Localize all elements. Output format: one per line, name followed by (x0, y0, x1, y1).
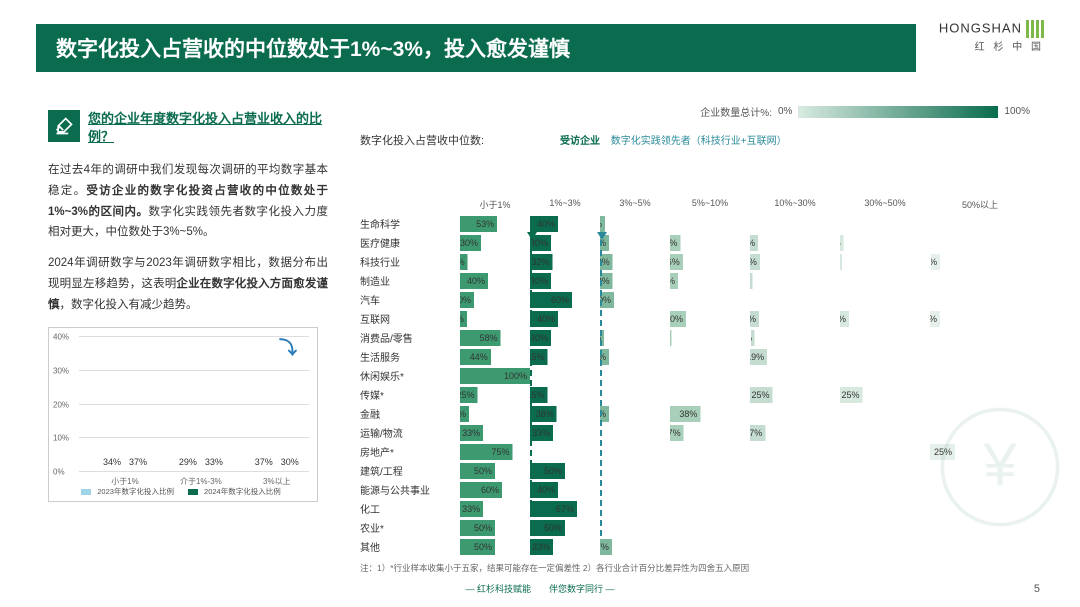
chart-legend: 受访企业 数字化实践领先者（科技行业+互联网） (560, 132, 787, 147)
title-bar: 数字化投入占营收的中位数处于1%~3%，投入愈发谨慎 (36, 24, 916, 72)
legend-leaders: 数字化实践领先者（科技行业+互联网） (611, 136, 787, 147)
scale-max: 100% (1004, 106, 1030, 117)
table-row: 消费品/零售58%30%6%2%4% (360, 328, 1040, 347)
table-row: 建筑/工程50%50% (360, 461, 1040, 480)
table-row: 生命科学53%40%7% (360, 214, 1040, 233)
logo-cn: 红 杉 中 国 (939, 38, 1044, 53)
scale-min: 0% (778, 106, 792, 117)
legend-2024: 2024年数字化投入比例 (204, 486, 281, 497)
svg-text:¥: ¥ (982, 431, 1017, 498)
right-panel: 企业数量总计%: 0% 100% 数字化投入占营收中位数: 受访企业 数字化实践… (360, 104, 1040, 574)
paragraph-1: 在过去4年的调研中我们发现每次调研的平均数字基本稳定。受访企业的数字化投资占营收… (48, 160, 328, 243)
scale-bar: 企业数量总计%: 0% 100% (700, 104, 1030, 119)
scale-gradient (798, 106, 998, 118)
scale-label: 企业数量总计%: (700, 104, 772, 119)
table-row: 化工33%67% (360, 499, 1040, 518)
question-icon (48, 110, 80, 142)
table-row: 互联网10%40%20%10%10%10% (360, 309, 1040, 328)
mini-bar-chart: 0%10%20%30%40%34%37%小于1%29%33%介于1%-3%37%… (48, 327, 318, 502)
table-row: 生活服务44%25%13%19% (360, 347, 1040, 366)
table-row: 汽车20%60%20% (360, 290, 1040, 309)
table-row: 金融13%38%13%38% (360, 404, 1040, 423)
logo: HONGSHAN 红 杉 中 国 (939, 20, 1044, 53)
stacked-bar-table: 小于1%1%~3%3%~5%5%~10%10%~30%30%~50%50%以上生… (360, 198, 1040, 574)
footer-tag: — 红杉科技赋能 伴您数字同行 — (465, 582, 614, 595)
logo-en: HONGSHAN (939, 20, 1022, 35)
mini-legend: 2023年数字化投入比例 2024年数字化投入比例 (49, 486, 317, 497)
table-row: 其他50%33%17% (360, 537, 1040, 556)
table-row: 医疗健康30%30%13%13%9%4% (360, 233, 1040, 252)
question-text: 您的企业年度数字化投入占营业收入的比例？ (88, 110, 328, 146)
watermark-icon: ¥ (940, 407, 1060, 527)
logo-icon (1026, 20, 1044, 38)
table-row: 传媒*25%25%25%25% (360, 385, 1040, 404)
table-row: 制造业40%30%18%10%3% (360, 271, 1040, 290)
table-row: 运输/物流33%33%17%17% (360, 423, 1040, 442)
table-row: 房地产*75%25% (360, 442, 1040, 461)
legend-surveyed: 受访企业 (560, 136, 600, 147)
table-row: 休闲娱乐*100% (360, 366, 1040, 385)
table-row: 能源与公共事业60%40% (360, 480, 1040, 499)
page-title: 数字化投入占营收的中位数处于1%~3%，投入愈发谨慎 (56, 33, 570, 63)
table-row: 农业*50%50% (360, 518, 1040, 537)
paragraph-2: 2024年调研数字与2023年调研数字相比，数据分布出现明显左移趋势，这表明企业… (48, 253, 328, 315)
question-header: 您的企业年度数字化投入占营业收入的比例？ (48, 110, 328, 146)
page-number: 5 (1034, 583, 1040, 595)
left-panel: 您的企业年度数字化投入占营业收入的比例？ 在过去4年的调研中我们发现每次调研的平… (48, 110, 328, 502)
table-row: 科技行业11%32%18%16%11%2%9% (360, 252, 1040, 271)
legend-2023: 2023年数字化投入比例 (97, 486, 174, 497)
